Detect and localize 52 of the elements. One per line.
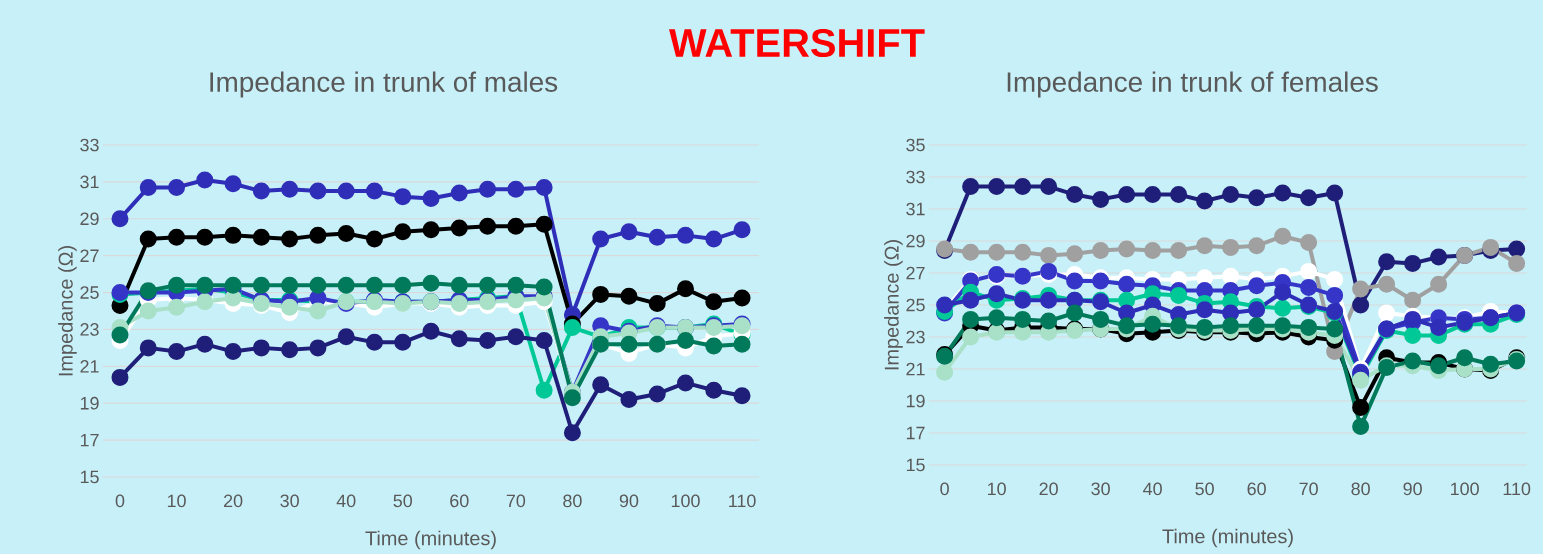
- y-tick-label: 15: [906, 458, 925, 472]
- x-tick-label: 110: [1503, 482, 1531, 496]
- x-tick-label: 60: [1247, 482, 1266, 496]
- x-axis-title: Time (minutes): [365, 530, 496, 550]
- x-tick-label: 20: [1039, 482, 1058, 496]
- x-tick-label: 100: [1451, 482, 1479, 496]
- y-tick-label: 17: [906, 426, 925, 440]
- x-tick-label: 0: [940, 482, 949, 496]
- y-tick-label: 35: [906, 138, 925, 152]
- y-tick-label: 25: [80, 286, 99, 299]
- y-tick-label: 23: [80, 323, 99, 336]
- y-tick-label: 31: [906, 202, 925, 216]
- y-tick-label: 19: [906, 394, 925, 408]
- x-tick-label: 60: [450, 494, 469, 508]
- y-tick-label: 29: [80, 212, 99, 226]
- chart-title: Impedance in trunk of males: [210, 71, 558, 98]
- x-tick-label: 80: [1351, 482, 1370, 496]
- x-tick-label: 40: [1143, 482, 1162, 496]
- x-tick-label: 70: [1299, 482, 1318, 496]
- x-tick-label: 50: [1195, 482, 1214, 496]
- y-axis-title: Impedance (Ω): [58, 246, 77, 376]
- y-tick-label: 21: [906, 362, 925, 376]
- y-tick-label: 27: [80, 249, 99, 262]
- x-tick-label: 80: [563, 494, 582, 508]
- x-tick-label: 10: [167, 494, 186, 508]
- x-tick-label: 50: [393, 494, 413, 508]
- y-tick-label: 23: [906, 330, 925, 344]
- x-tick-label: 90: [619, 494, 639, 508]
- y-tick-label: 15: [80, 470, 99, 484]
- x-tick-label: 30: [1091, 482, 1110, 496]
- y-tick-label: 21: [80, 360, 99, 373]
- y-tick-label: 25: [906, 298, 925, 312]
- y-tick-label: 17: [80, 433, 99, 447]
- x-tick-label: 20: [224, 494, 243, 508]
- y-tick-label: 29: [906, 234, 925, 248]
- x-tick-label: 0: [115, 494, 125, 508]
- y-axis-title: Impedance (Ω): [884, 240, 903, 370]
- x-axis-title: Time (minutes): [1162, 528, 1293, 548]
- x-tick-label: 10: [988, 482, 1006, 496]
- y-tick-label: 19: [80, 396, 99, 410]
- x-tick-label: 70: [506, 494, 526, 508]
- chart-title: Impedance in trunk of females: [1007, 71, 1378, 98]
- x-tick-label: 30: [280, 494, 299, 508]
- x-tick-label: 40: [336, 494, 356, 508]
- y-tick-label: 27: [906, 266, 925, 280]
- y-tick-label: 33: [80, 138, 99, 152]
- x-tick-label: 100: [671, 494, 700, 508]
- y-tick-label: 33: [906, 170, 925, 184]
- x-tick-label: 90: [1403, 482, 1422, 496]
- x-tick-label: 110: [729, 494, 756, 508]
- y-tick-label: 31: [80, 175, 99, 189]
- text: WATERSHIFT: [669, 28, 925, 58]
